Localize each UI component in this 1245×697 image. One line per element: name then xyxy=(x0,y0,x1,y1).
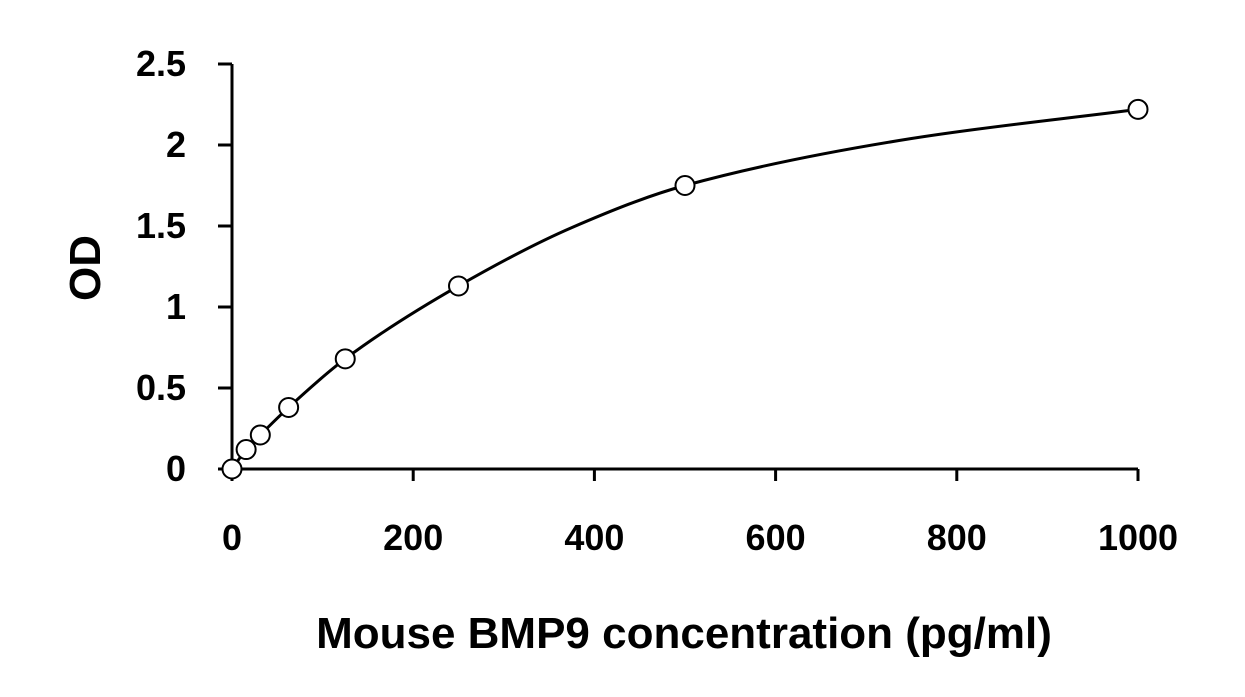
fit-curve-layer xyxy=(230,107,1139,470)
x-tick-label: 400 xyxy=(564,517,624,558)
x-tick-label: 200 xyxy=(383,517,443,558)
y-tick-label: 0.5 xyxy=(136,367,186,408)
x-tick-label: 1000 xyxy=(1098,517,1178,558)
data-point xyxy=(448,275,469,297)
data-point xyxy=(221,458,243,480)
y-tick-label: 0 xyxy=(166,448,186,489)
data-point xyxy=(334,348,356,370)
y-axis: 0 0.5 1 1.5 2 2.5 xyxy=(136,43,234,489)
data-point xyxy=(249,424,271,446)
data-point xyxy=(278,396,300,418)
data-point xyxy=(1127,98,1149,120)
data-point xyxy=(235,439,257,461)
y-tick-label: 1 xyxy=(166,286,186,327)
y-axis-title: OD xyxy=(61,235,110,301)
data-point xyxy=(674,175,696,196)
x-tick-label: 600 xyxy=(746,517,806,558)
y-tick-label: 2.5 xyxy=(136,43,186,84)
points-layer xyxy=(221,98,1149,480)
fit-curve-line xyxy=(230,107,1139,470)
x-axis: 0 200 400 600 800 1000 xyxy=(222,467,1178,558)
y-tick-label: 1.5 xyxy=(136,205,186,246)
x-axis-title: Mouse BMP9 concentration (pg/ml) xyxy=(316,609,1052,658)
x-tick-label: 0 xyxy=(222,517,242,558)
y-tick-label: 2 xyxy=(166,124,186,165)
x-tick-label: 800 xyxy=(927,517,987,558)
